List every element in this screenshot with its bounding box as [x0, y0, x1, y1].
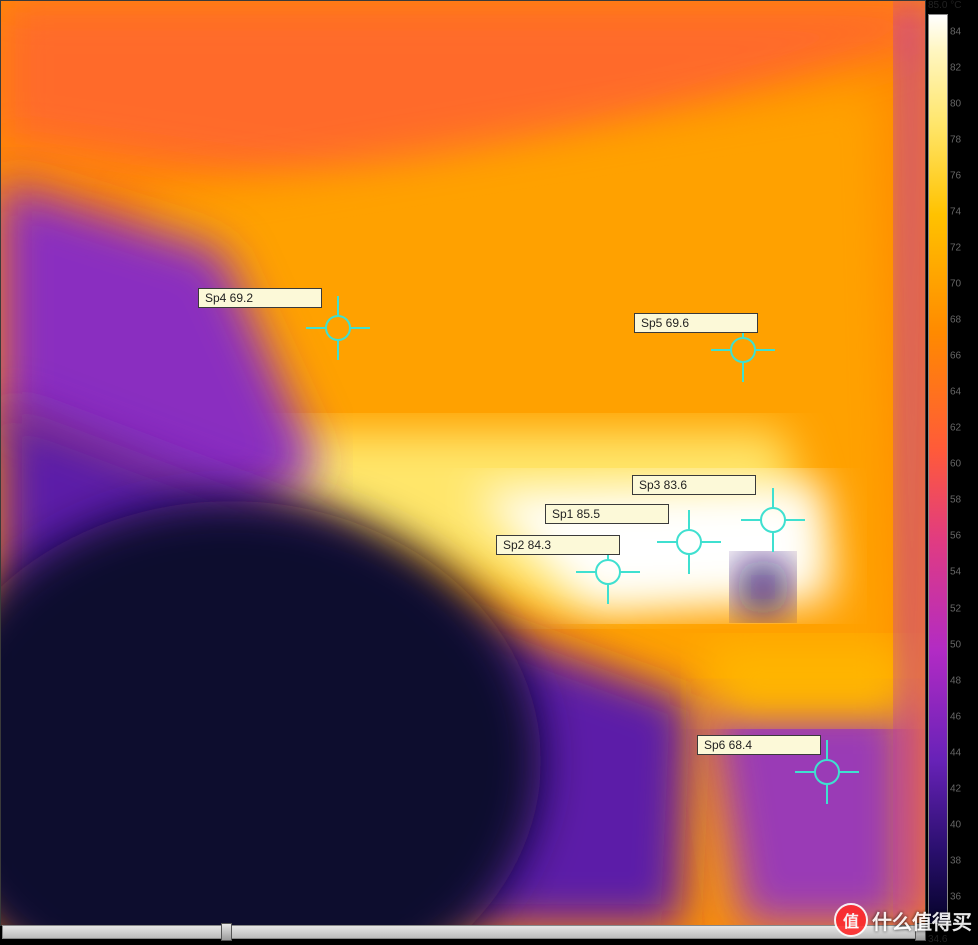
spot-label-sp3[interactable]: Sp3 83.6: [632, 475, 756, 495]
colorbar-tick: 66: [950, 351, 961, 362]
colorbar-tick: 64: [950, 387, 961, 398]
colorbar-tick: 52: [950, 603, 961, 614]
colorbar-tick: 58: [950, 495, 961, 506]
colorbar-tick: 60: [950, 459, 961, 470]
watermark-text: 什么值得买: [872, 906, 972, 935]
scale-max-label: 85.0 °C: [928, 0, 961, 11]
spot-label-sp6[interactable]: Sp6 68.4: [697, 735, 821, 755]
colorbar-tick: 48: [950, 675, 961, 686]
colorbar-tick: 44: [950, 747, 961, 758]
colorbar-tick: 84: [950, 27, 961, 38]
spot-label-sp4[interactable]: Sp4 69.2: [198, 288, 322, 308]
colorbar-tick: 62: [950, 423, 961, 434]
colorbar-region: 85.0 °C 34.6 848280787674727068666462605…: [928, 0, 978, 945]
colorbar-tick: 74: [950, 207, 961, 218]
colorbar-tick: 68: [950, 315, 961, 326]
colorbar-tick: 80: [950, 99, 961, 110]
watermark: 值 什么值得买: [834, 903, 972, 937]
colorbar-tick: 82: [950, 63, 961, 74]
colorbar-tick: 46: [950, 711, 961, 722]
watermark-badge-icon: 值: [834, 903, 868, 937]
colorbar-tick: 76: [950, 171, 961, 182]
colorbar-tick: 70: [950, 279, 961, 290]
colorbar-tick: 36: [950, 891, 961, 902]
colorbar-tick: 38: [950, 855, 961, 866]
thermal-image: [0, 0, 926, 926]
colorbar: [928, 14, 948, 924]
stage: 85.0 °C 34.6 848280787674727068666462605…: [0, 0, 978, 945]
spot-label-sp5[interactable]: Sp5 69.6: [634, 313, 758, 333]
spot-label-sp2[interactable]: Sp2 84.3: [496, 535, 620, 555]
thermal-svg: [1, 1, 925, 925]
spot-label-sp1[interactable]: Sp1 85.5: [545, 504, 669, 524]
colorbar-tick: 40: [950, 819, 961, 830]
colorbar-tick: 56: [950, 531, 961, 542]
range-slider-track[interactable]: [2, 925, 924, 939]
colorbar-tick: 54: [950, 567, 961, 578]
colorbar-tick: 50: [950, 639, 961, 650]
colorbar-tick: 42: [950, 783, 961, 794]
colorbar-tick: 72: [950, 243, 961, 254]
slider-thumb-low[interactable]: [221, 923, 232, 941]
colorbar-tick: 78: [950, 135, 961, 146]
